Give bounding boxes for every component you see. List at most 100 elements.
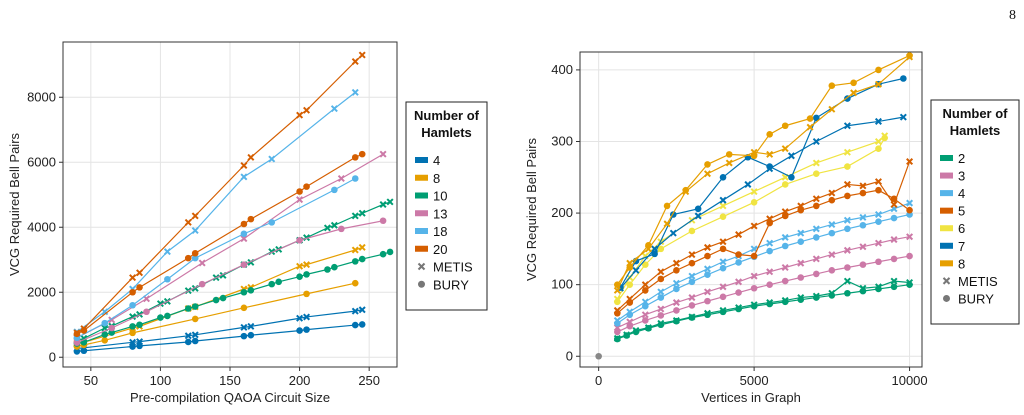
- series-10-bury-point-7: [164, 312, 171, 320]
- series-10-bury-point-9: [191, 303, 199, 310]
- series-3-metis-point-7: [719, 283, 727, 291]
- series-8-bury-point-10: [806, 115, 814, 122]
- series-2-bury-point-7: [704, 311, 711, 319]
- series-2-bury-point-9: [735, 305, 742, 313]
- series-10-bury-point-2: [101, 331, 109, 338]
- series-13-bury-point-3: [198, 280, 206, 288]
- series-4-metis-point-4-stroke-b: [672, 279, 680, 287]
- series-20-bury-point-9: [303, 183, 310, 190]
- series-7-metis-point-8-stroke-b: [787, 152, 795, 160]
- series-4-metis-line: [76, 309, 363, 350]
- series-4-bury-point-3: [136, 342, 143, 350]
- series-20-bury-point-8: [296, 188, 303, 195]
- series-20-metis-line: [76, 54, 363, 334]
- series-5-metis-point-14: [828, 189, 836, 197]
- series-3-bury-point-6: [704, 297, 711, 305]
- series-10-metis-point-23-stroke-b: [386, 198, 394, 206]
- series-7-metis-point-12: [899, 113, 907, 121]
- series-4-bury-point-4: [673, 285, 680, 293]
- series-13-metis-point-3-stroke-b: [198, 259, 206, 267]
- series-5-bury-point-9: [750, 252, 758, 260]
- legend-marker-metis: [942, 277, 951, 285]
- series-4-bury-point-2: [641, 302, 649, 310]
- series-2-metis-point-16-stroke-b: [843, 277, 851, 285]
- series-6-metis-point-6-stroke-b: [750, 188, 758, 196]
- series-10-metis-point-23: [386, 198, 394, 206]
- series-4-bury-point-17: [875, 218, 882, 225]
- series-7-metis-point-6-stroke-b: [744, 180, 752, 188]
- series-3-metis-point-6: [703, 288, 711, 296]
- series-7-metis-point-2-stroke-b: [651, 245, 659, 253]
- series-4-metis-point-8: [296, 314, 304, 322]
- series-20-bury-point-10: [351, 154, 359, 161]
- series-4-metis-point-14: [828, 221, 836, 229]
- series-2-bury-point-11: [766, 300, 773, 308]
- legend-marker-bury: [943, 294, 950, 302]
- series-18-bury-point-7: [331, 186, 338, 194]
- series-2-bury-point-0: [614, 335, 621, 343]
- y-tick-label-4: 400: [551, 62, 573, 77]
- series-7-metis-point-6: [744, 180, 752, 188]
- series-5-bury-point-11: [781, 212, 789, 220]
- series-3-metis-line: [617, 236, 910, 329]
- series-4-bury-point-8: [296, 327, 303, 334]
- series-4-metis-point-17: [874, 211, 882, 219]
- series-5-metis-point-9-stroke-b: [750, 222, 758, 230]
- series-20-metis-point-11: [358, 51, 366, 59]
- series-4-bury-point-10: [351, 321, 359, 329]
- series-5-metis-point-2-stroke-b: [641, 281, 649, 289]
- series-10-metis-point-20: [351, 212, 359, 220]
- series-13-metis-point-7: [379, 150, 387, 158]
- series-18-metis-line: [76, 91, 356, 333]
- series-2-bury-point-14: [812, 294, 820, 301]
- series-8-bury-point-6: [725, 151, 733, 158]
- series-7-metis-point-12-stroke-b: [899, 113, 907, 121]
- series-5-metis-point-3: [657, 268, 665, 276]
- series-7-bury-point-12: [900, 75, 907, 82]
- series-3-bury-point-5: [688, 302, 696, 309]
- series-4-metis-point-7: [719, 258, 727, 266]
- series-10-bury-point-23: [386, 248, 394, 256]
- series-4-metis-point-6-stroke-b: [703, 265, 711, 273]
- series-10-metis-point-21-stroke-b: [358, 209, 366, 217]
- legend-label-10: 10: [433, 189, 447, 204]
- series-5-metis-point-5-stroke-b: [688, 251, 696, 259]
- series-3-bury-point-8: [735, 289, 742, 296]
- series-10-metis-point-17: [303, 234, 311, 242]
- series-20-metis-point-11-stroke-b: [358, 51, 366, 59]
- series-3-bury-point-13: [812, 270, 820, 278]
- series-8-bury-point-3: [663, 202, 671, 210]
- series-20-metis-point-10-stroke-b: [351, 57, 359, 66]
- series-3-metis-point-15: [843, 246, 851, 254]
- series-4-bury-point-6: [704, 271, 711, 278]
- series-2-metis-point-16: [843, 277, 851, 285]
- legend-title-line-1: Number of: [943, 106, 1009, 121]
- chart-1: 50 100 150 200 250 0 2000 4000 6000 8000 Pre-compi…: [7, 41, 488, 405]
- legend-swatch-20: [415, 245, 428, 252]
- series-8-metis-point-12: [850, 89, 858, 97]
- series-10-metis-point-22: [379, 200, 387, 209]
- series-3-metis-point-2-stroke-b: [641, 311, 649, 319]
- series-5-bury-point-6: [704, 252, 711, 260]
- series-6-bury-point-0: [614, 298, 621, 306]
- series-5-metis-point-7: [719, 238, 727, 246]
- series-8-metis-point-10-stroke-b: [806, 123, 814, 131]
- series-3-bury-point-7: [719, 293, 727, 301]
- series-18-metis-point-7-stroke-b: [330, 105, 338, 113]
- series-7-bury-point-9: [812, 114, 820, 122]
- series-5-metis-point-4: [672, 259, 680, 267]
- series-5-metis-point-19-stroke-b: [906, 158, 914, 166]
- series-6-metis-point-9: [843, 148, 851, 156]
- series-4-bury-point-6: [240, 332, 248, 340]
- series-3-metis-point-3-stroke-b: [657, 305, 665, 313]
- series-18: [73, 88, 359, 342]
- series-8-metis-point-0: [613, 286, 621, 294]
- legend-label-metis: METIS: [958, 274, 998, 289]
- series-20-bury-point-5: [191, 249, 199, 257]
- series-8-bury-point-5: [704, 161, 711, 168]
- series-4-metis-point-4-stroke-b: [184, 332, 192, 340]
- legend-label-bury: BURY: [433, 277, 469, 292]
- series-8-bury-point-4: [191, 315, 199, 323]
- series-20-metis-point-5-stroke-b: [191, 212, 199, 220]
- series-18-bury-point-3: [164, 275, 171, 283]
